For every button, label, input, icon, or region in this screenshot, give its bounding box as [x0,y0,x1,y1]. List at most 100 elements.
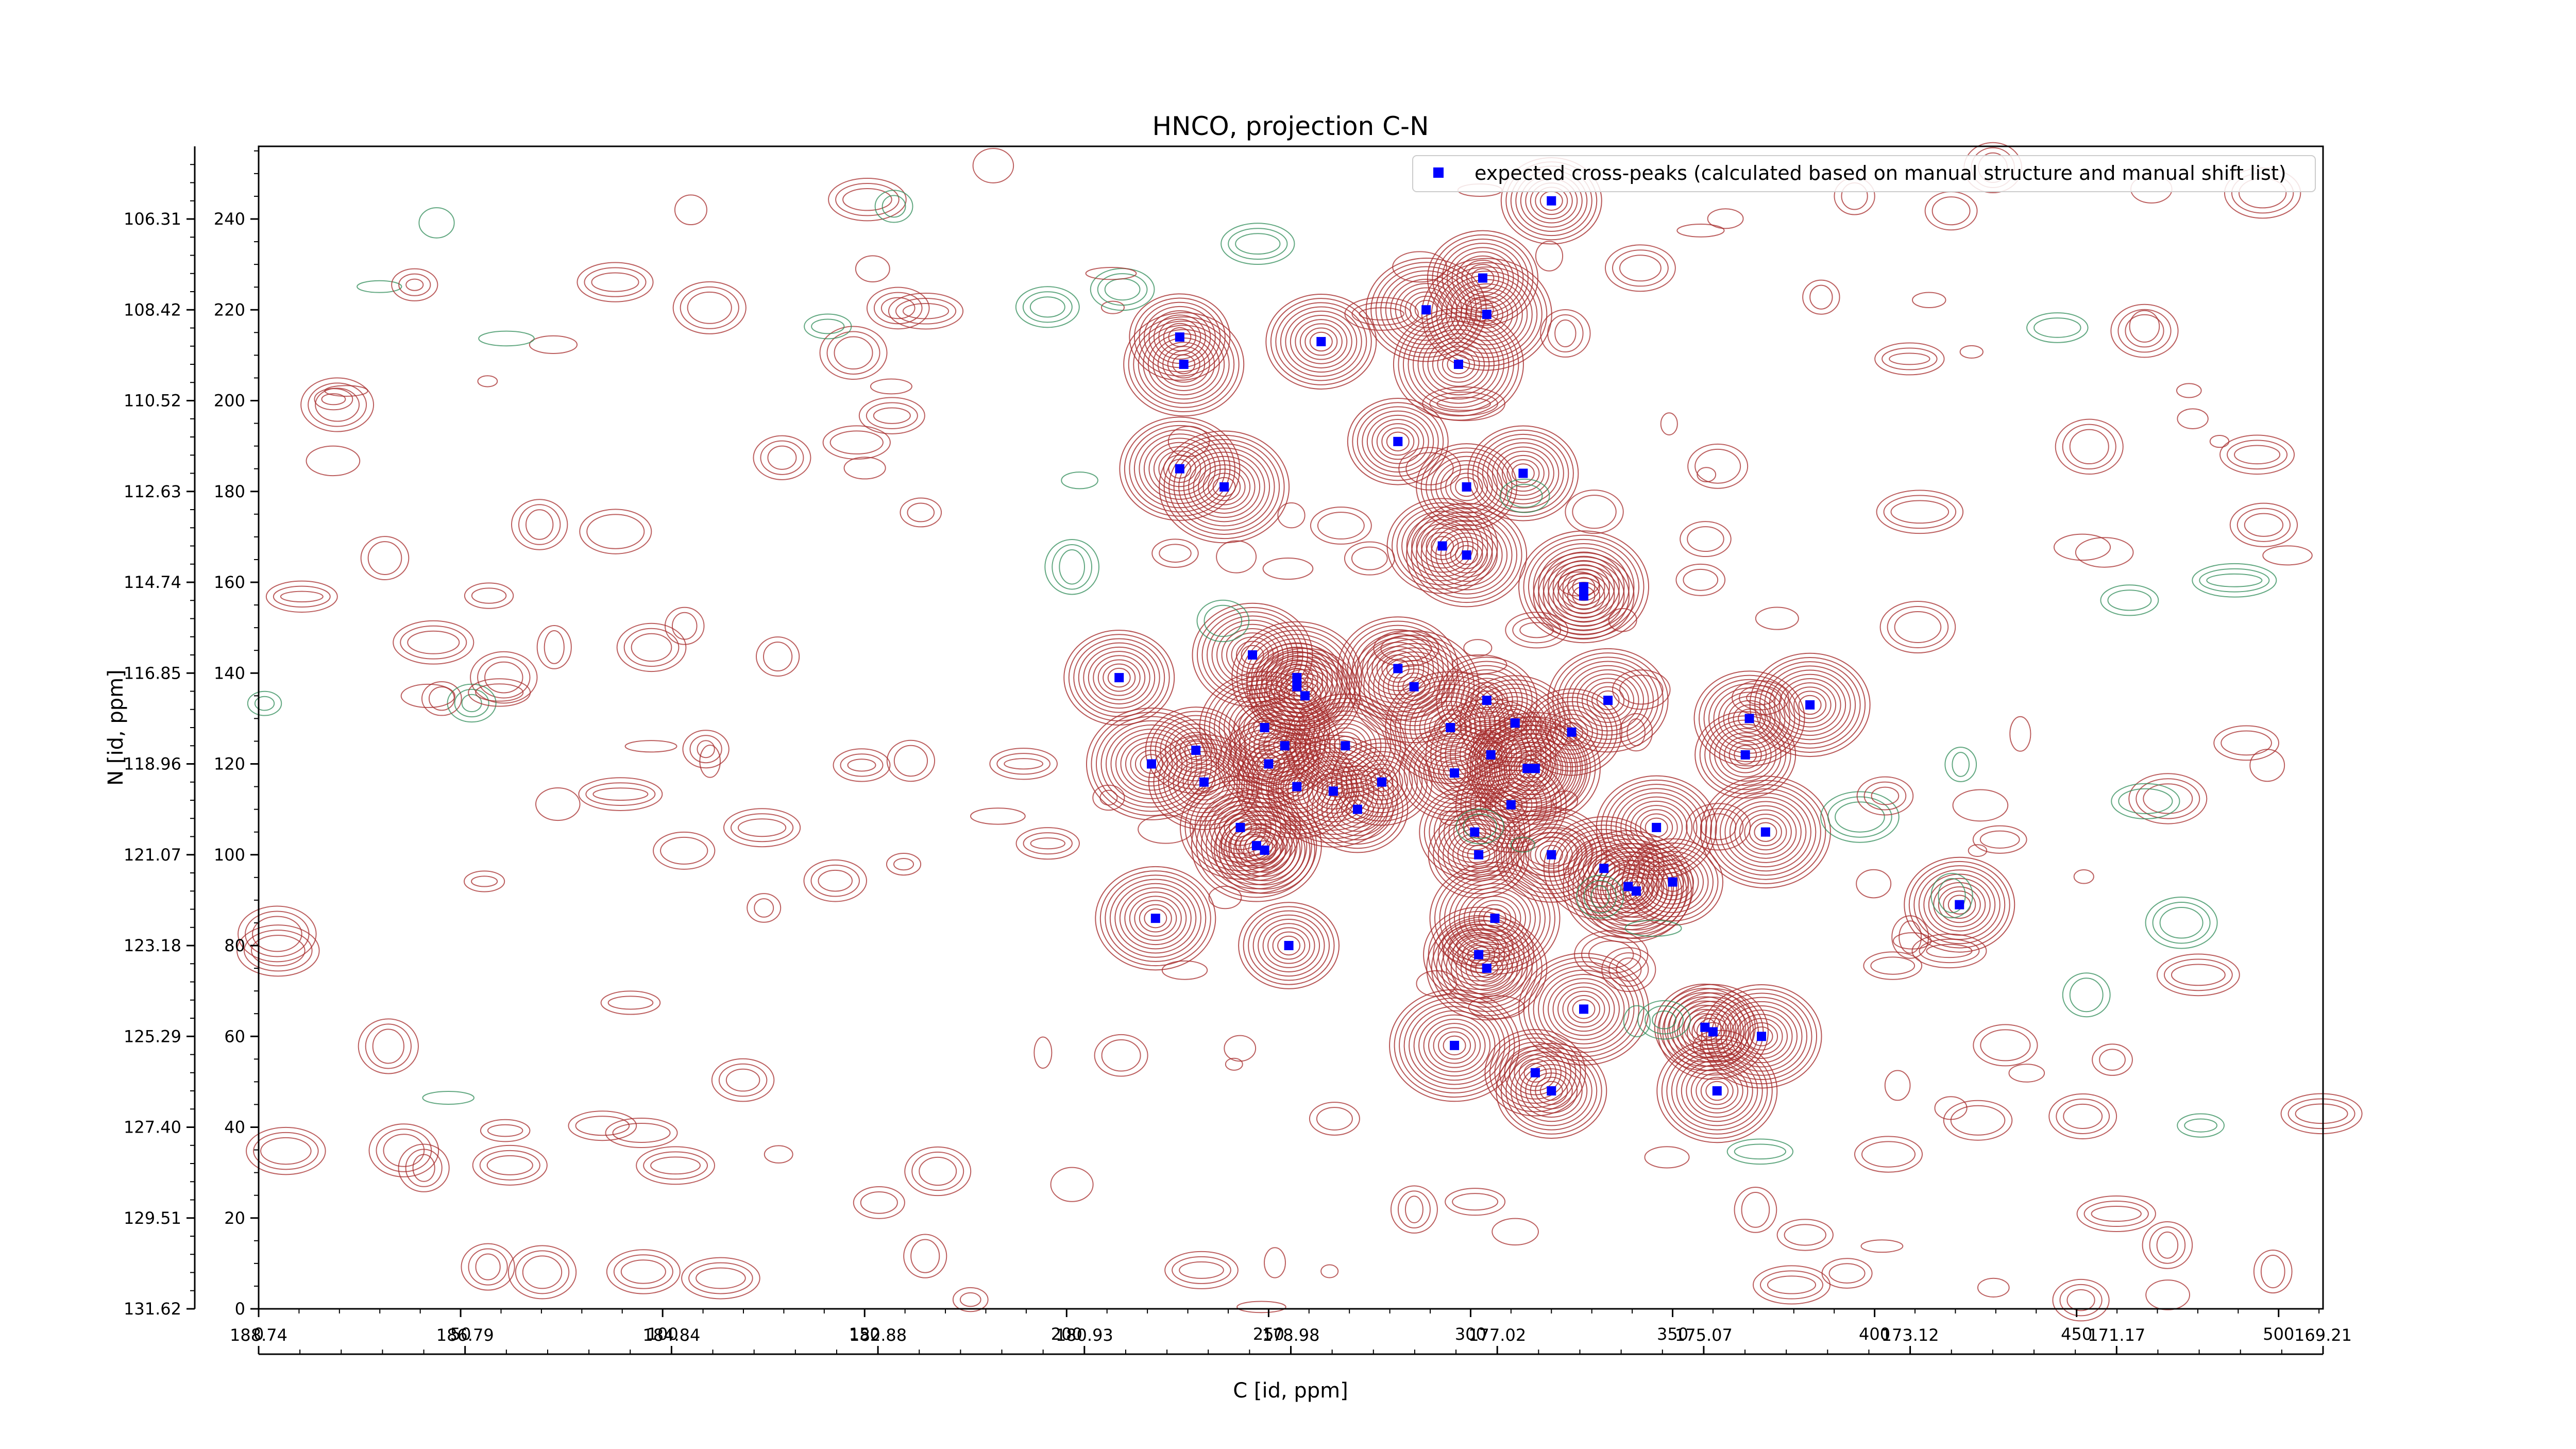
peak-contour [1520,1064,1583,1118]
peak-contour [1744,814,1787,851]
noise-contour-negative [1637,1000,1691,1040]
noise-contour [1887,605,1949,648]
noise-contour [1588,940,1634,969]
peak-contour [1129,896,1182,941]
noise-contour [1554,319,1577,347]
noise-contour [507,1245,577,1300]
noise-contour-negative [1499,478,1550,513]
peak-contour [1699,675,1801,763]
cross-peak-marker [1700,1022,1710,1032]
peak-contour [1686,1064,1749,1118]
noise-contour [1911,933,1987,969]
peak-contour [1509,746,1562,791]
noise-contour [1216,540,1257,574]
peak-contour [1191,789,1322,902]
cross-peak-marker [1474,950,1484,959]
noise-contour [2073,869,2094,884]
peak-contour [1750,1026,1773,1047]
peak-contour [1225,819,1288,873]
peak-contour [1429,793,1521,872]
peak-contour [1178,447,1270,527]
peak-contour [1438,1031,1471,1060]
cross-peak-marker [1567,727,1577,737]
noise-contour [866,402,918,429]
noise-contour [2076,1195,2156,1233]
noise-contour-negative [1029,296,1065,318]
noise-contour [1099,789,1118,806]
noise-contour [1616,957,1642,982]
noise-contour [1033,1036,1053,1069]
noise-contour [1612,669,1671,710]
peak-contour [1928,878,1991,932]
y-tick-label: 220 [214,300,245,319]
noise-contour [1863,781,1907,811]
peak-contour [1443,763,1466,783]
noise-contour [1405,452,1454,485]
noise-contour [886,739,936,782]
noise-contour [902,303,950,319]
noise-contour [829,430,884,454]
noise-contour [873,407,911,424]
noise-contour [1683,568,1719,591]
noise-contour [818,869,853,892]
noise-contour [1422,386,1505,422]
noise-contour [1759,1270,1824,1300]
peak-contour [1095,716,1207,812]
peak-contour [1163,434,1285,540]
noise-contour [737,818,787,837]
peak-contour [1103,663,1136,692]
y-ppm-tick-label: 112.63 [124,482,181,501]
peak-contour [1091,712,1212,816]
noise-contour [1505,612,1569,649]
peak-contour [1943,890,1976,919]
noise-contour [1468,995,1526,1019]
peak-contour [1784,682,1837,728]
noise-contour [1466,297,1494,322]
noise-contour [1899,920,1922,954]
noise-contour [2176,383,2202,398]
peak-contour [1411,507,1522,603]
peak-contour [1469,712,1601,825]
cross-peak-marker [1740,750,1750,760]
peak-contour [1709,723,1782,786]
noise-contour [1776,1219,1834,1251]
peak-contour [1258,919,1320,972]
peak-contour [1450,937,1523,1000]
peak-contour [1548,565,1620,627]
noise-contour [1734,1187,1777,1233]
noise-contour [1882,347,1938,370]
noise-contour [886,853,922,876]
peak-contour [1452,932,1505,978]
cross-peak-marker [1450,1040,1460,1050]
noise-contour [468,1248,508,1286]
noise-contour [1451,654,1507,675]
peak-contour [1100,720,1202,808]
peak-contour [1396,506,1488,586]
noise-contour [368,1123,439,1177]
noise-contour [584,267,647,297]
noise-contour [2063,1103,2103,1129]
peak-contour [1243,906,1335,985]
noise-contour [1856,869,1892,899]
peak-contour [1488,700,1541,746]
noise-contour [1235,834,1270,856]
peak-contour [1788,686,1832,723]
peak-contour [1197,607,1309,703]
noise-contour [989,748,1058,780]
peak-contour [1188,456,1261,518]
noise-contour [2075,537,2134,568]
noise-contour [1660,412,1678,435]
noise-contour [600,990,661,1015]
peak-contour [1778,678,1841,732]
peak-contour [1187,768,1221,797]
noise-contour [747,893,782,923]
peak-contour [1397,672,1431,701]
cross-peak-marker [1482,310,1492,319]
noise-contour [522,1255,563,1289]
peak-contour [1115,733,1188,795]
noise-contour [1802,279,1840,315]
cross-peak-marker [1292,682,1302,692]
noise-contour [1320,1264,1339,1278]
peak-contour [1110,729,1193,799]
peak-contour [1345,751,1418,813]
